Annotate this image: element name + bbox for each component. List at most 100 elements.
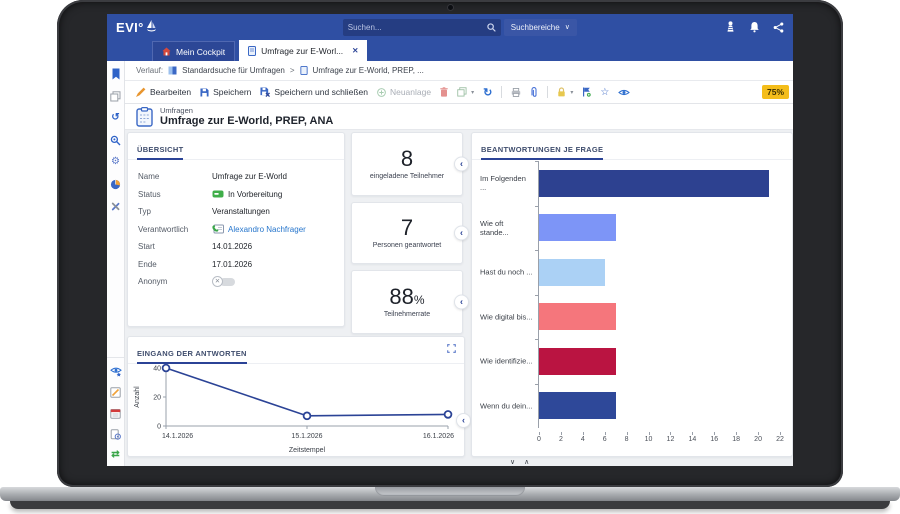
- field-row-name: Name Umfrage zur E-World: [138, 168, 334, 186]
- bar-track: [539, 339, 780, 384]
- sync-icon[interactable]: ⇄: [111, 449, 120, 460]
- history-icon[interactable]: ↺: [111, 112, 120, 123]
- bar: [539, 258, 605, 286]
- attachment-button[interactable]: [530, 86, 538, 98]
- field-row-verantwortlich: Verantwortlich Alexandro Nachfrager: [138, 221, 334, 239]
- breadcrumb-item[interactable]: Umfrage zur E-World, PREP, ...: [312, 66, 424, 75]
- tab-label: Umfrage zur E-Worl...: [261, 45, 344, 56]
- x-tick-label: 2: [558, 436, 563, 443]
- breadcrumb-separator: >: [289, 66, 295, 75]
- edit-button[interactable]: Bearbeiten: [136, 87, 191, 97]
- svg-text:0: 0: [157, 424, 161, 431]
- search-input[interactable]: [347, 22, 487, 32]
- assign-button[interactable]: [582, 87, 592, 97]
- bar-category-label: Wie identifizie...: [480, 356, 533, 366]
- document-settings-icon[interactable]: [110, 428, 122, 440]
- field-label: Typ: [138, 207, 151, 217]
- search-settings-icon[interactable]: [110, 134, 122, 146]
- overview-panel-header: ÜBERSICHT: [128, 133, 344, 160]
- responsible-link[interactable]: Alexandro Nachfrager: [228, 224, 306, 234]
- breadcrumb-item[interactable]: Standardsuche für Umfragen: [182, 66, 285, 75]
- bar: [539, 169, 770, 197]
- bar-panel-tab[interactable]: BEANTWORTUNGEN JE FRAGE: [481, 145, 604, 160]
- x-tick-label: 12: [666, 436, 675, 443]
- x-tick: [780, 432, 781, 435]
- overview-tab[interactable]: ÜBERSICHT: [137, 145, 184, 160]
- scroll-down-icon[interactable]: ∨: [510, 459, 516, 466]
- bookmark-icon[interactable]: [110, 68, 122, 80]
- category-tick: [535, 250, 539, 251]
- line-panel-tab[interactable]: EINGANG DER ANTWORTEN: [137, 349, 247, 364]
- bar-track: [539, 206, 780, 251]
- notes-icon[interactable]: [110, 386, 122, 398]
- favorite-star-icon[interactable]: ☆: [600, 86, 610, 98]
- line-panel-header: EINGANG DER ANTWORTEN: [128, 337, 464, 364]
- new-item-button[interactable]: Neuanlage: [377, 87, 431, 97]
- anonym-toggle-off[interactable]: ✕: [212, 276, 235, 288]
- notifications-bell-icon[interactable]: [749, 21, 760, 33]
- field-label: Anonym: [138, 277, 168, 287]
- plus-circle-icon: [377, 87, 386, 97]
- scroll-hints: ∨ ∧: [510, 458, 529, 466]
- tab-close-icon[interactable]: ✕: [352, 46, 359, 55]
- kpi-card-rate: 88% Teilnehmerrate ‹: [351, 270, 469, 334]
- x-tick: [736, 432, 738, 435]
- field-value: Umfrage zur E-World: [212, 172, 287, 182]
- kpi-value: 88: [389, 284, 414, 309]
- x-tick: [582, 432, 584, 435]
- x-tick-label: 4: [580, 436, 585, 443]
- x-tick-label: 22: [776, 436, 784, 443]
- kpi-card-invited: 8 eingeladene Teilnehmer ‹: [351, 132, 469, 196]
- share-icon[interactable]: [773, 21, 784, 33]
- pages-icon[interactable]: [110, 90, 122, 102]
- refresh-button[interactable]: ↻: [483, 86, 493, 99]
- search-icon: [487, 22, 496, 32]
- save-and-close-button[interactable]: Speichern und schließen: [260, 87, 368, 97]
- bar-row: Im Folgenden ...: [480, 161, 782, 206]
- field-row-status: Status In Vorbereitung: [138, 186, 334, 204]
- kpi-label: eingeladene Teilnehmer: [369, 173, 445, 180]
- bar-track: [539, 295, 780, 340]
- field-row-ende: Ende 17.01.2026: [138, 256, 334, 274]
- tools-icon[interactable]: [110, 200, 122, 212]
- answers-bar-chart-panel: BEANTWORTUNGEN JE FRAGE Im Folgenden ...…: [471, 132, 793, 457]
- tab-mein-cockpit[interactable]: Mein Cockpit: [152, 41, 236, 61]
- fullscreen-icon[interactable]: [447, 344, 456, 353]
- card-collapse-chevron[interactable]: ‹: [456, 413, 471, 429]
- watchlist-eye-icon[interactable]: [109, 365, 122, 377]
- scroll-up-icon[interactable]: ∧: [524, 459, 530, 466]
- bar-track: [539, 384, 780, 429]
- field-row-anonym: Anonym ✕: [138, 273, 334, 291]
- global-search[interactable]: [342, 18, 501, 36]
- overview-panel: ÜBERSICHT Name Umfrage zur E-World Statu…: [127, 132, 345, 327]
- search-scope-dropdown[interactable]: Suchbereiche ∨: [503, 18, 577, 36]
- user-icon[interactable]: [725, 21, 736, 33]
- copy-button[interactable]: ▾: [457, 87, 474, 97]
- print-button[interactable]: [511, 87, 521, 97]
- svg-text:20: 20: [153, 395, 161, 402]
- watch-eye-button[interactable]: [618, 88, 631, 97]
- delete-button[interactable]: [440, 87, 448, 97]
- save-button[interactable]: Speichern: [200, 87, 251, 97]
- analytics-pie-icon[interactable]: [110, 178, 122, 190]
- bar-category-label: Wie oft stande...: [480, 218, 509, 237]
- lock-button[interactable]: ▾: [557, 87, 573, 97]
- bar-chart: Im Folgenden ... Wie oft stande... Hast du…: [480, 161, 784, 450]
- card-collapse-chevron[interactable]: ‹: [454, 156, 469, 172]
- x-tick: [758, 432, 760, 435]
- tab-umfrage[interactable]: Umfrage zur E-Worl... ✕: [239, 40, 368, 61]
- laptop-lid: EVI° Suchbereiche ∨: [57, 0, 843, 487]
- kpi-label: Personen geantwortet: [372, 242, 442, 249]
- card-collapse-chevron[interactable]: ‹: [454, 225, 469, 241]
- toolbar-separator: [501, 86, 503, 98]
- app-logo-text: EVI°: [116, 19, 144, 35]
- category-tick: [535, 383, 539, 385]
- bar-row: Wenn du dein...: [480, 383, 782, 429]
- kpi-label: Teilnehmerrate: [383, 311, 431, 318]
- svg-text:Anzahl: Anzahl: [134, 386, 141, 408]
- bar: [539, 214, 616, 242]
- settings-gear-icon[interactable]: ⚙: [111, 156, 120, 167]
- calendar-icon[interactable]: [110, 407, 122, 419]
- sailboat-icon: [146, 19, 156, 31]
- card-collapse-chevron[interactable]: ‹: [454, 294, 469, 310]
